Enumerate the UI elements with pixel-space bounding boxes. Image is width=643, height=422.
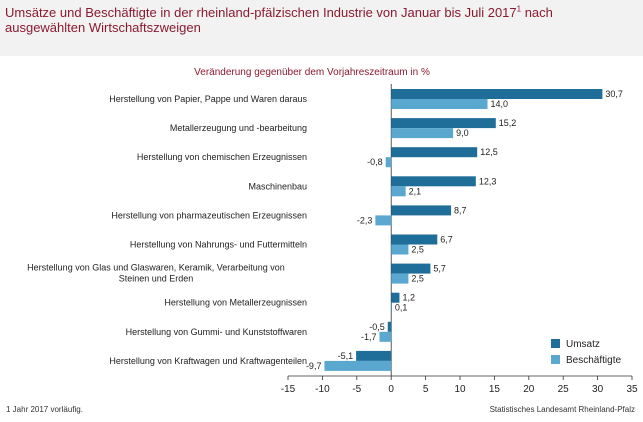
bar-umsatz: [391, 89, 603, 99]
category-label: Herstellung von Nahrungs- und Futtermitt…: [130, 240, 307, 250]
bar-umsatz: [391, 118, 496, 129]
bar-beschaeftigte: [375, 215, 392, 226]
bar-umsatz: [391, 263, 431, 274]
chart-title: Umsätze und Beschäftigte in der rheinlan…: [5, 5, 635, 35]
x-tick-label: -15: [281, 384, 296, 395]
bar-umsatz: [391, 205, 452, 216]
data-label-beschaeftigte: 14,0: [491, 99, 509, 109]
x-tick-label: 10: [454, 384, 466, 395]
data-label-umsatz: 8,7: [454, 205, 467, 215]
title-footnote-marker: 1: [516, 4, 522, 14]
bar-beschaeftigte: [379, 331, 392, 342]
data-label-beschaeftigte: -0,8: [367, 157, 383, 167]
x-tick-label: -10: [315, 384, 330, 395]
footnote: 1 Jahr 2017 vorläufig.: [6, 405, 83, 414]
category-label: Herstellung von Kraftwagen und Kraftwage…: [109, 356, 307, 366]
data-label-beschaeftigte: 2,5: [411, 245, 424, 255]
bar-beschaeftigte: [391, 302, 392, 313]
data-label-beschaeftigte: -1,7: [361, 332, 377, 342]
category-label: Maschinenbau: [248, 181, 307, 191]
bar-beschaeftigte: [391, 244, 409, 255]
bar-umsatz: [391, 176, 476, 187]
category-label: Herstellung von chemischen Erzeugnissen: [137, 152, 307, 162]
bar-beschaeftigte: [391, 128, 454, 139]
data-label-beschaeftigte: 9,0: [456, 128, 469, 138]
data-label-beschaeftigte: 0,1: [395, 303, 408, 313]
x-tick-label: 30: [592, 384, 604, 395]
data-label-umsatz: 5,7: [433, 264, 446, 274]
chart-area: [0, 56, 643, 422]
legend-label-umsatz: Umsatz: [566, 339, 600, 350]
title-main: Umsätze und Beschäftigte in der rheinlan…: [5, 5, 517, 20]
data-label-umsatz: 12,3: [479, 176, 497, 186]
bar-beschaeftigte: [385, 157, 392, 168]
data-label-umsatz: 15,2: [499, 118, 517, 128]
data-label-beschaeftigte: 2,5: [411, 274, 424, 284]
header-background: [0, 0, 643, 56]
chart-subtitle: Veränderung gegenüber dem Vorjahreszeitr…: [194, 67, 430, 78]
bar-umsatz: [356, 350, 392, 361]
x-tick-label: 35: [626, 384, 638, 395]
data-label-umsatz: 1,2: [402, 293, 415, 303]
data-label-umsatz: 6,7: [440, 235, 453, 245]
legend-swatch-umsatz: [551, 339, 560, 348]
data-label-beschaeftigte: -9,7: [306, 361, 322, 371]
data-label-beschaeftigte: -2,3: [357, 215, 373, 225]
bar-umsatz: [391, 147, 478, 158]
x-tick-label: 25: [558, 384, 570, 395]
bar-beschaeftigte: [391, 99, 488, 109]
title-rest: nach ausgewählten Wirtschaftszweigen: [5, 5, 553, 35]
data-label-umsatz: 12,5: [480, 147, 498, 157]
bar-umsatz: [387, 321, 392, 332]
bar-beschaeftigte: [324, 360, 392, 371]
category-label: Herstellung von pharmazeutischen Erzeugn…: [111, 210, 307, 220]
category-label: Herstellung von Papier, Pappe und Waren …: [109, 94, 307, 104]
data-label-umsatz: -5,1: [338, 351, 354, 361]
x-tick-label: -5: [352, 384, 361, 395]
x-tick-label: 15: [489, 384, 501, 395]
legend-label-beschaeftigte: Beschäftigte: [566, 355, 621, 366]
data-label-umsatz: 30,7: [605, 89, 623, 99]
category-label: Steinen und Erden: [119, 274, 194, 284]
category-label: Herstellung von Metallerzeugnissen: [164, 298, 307, 308]
data-label-umsatz: -0,5: [369, 322, 385, 332]
data-label-beschaeftigte: 2,1: [409, 186, 422, 196]
legend-swatch-beschaeftigte: [551, 355, 560, 364]
category-label: Herstellung von Glas und Glaswaren, Kera…: [27, 263, 285, 273]
bar-beschaeftigte: [391, 186, 406, 197]
source-note: Statistisches Landesamt Rheinland-Pfalz: [489, 405, 635, 414]
bar-umsatz: [391, 292, 400, 303]
category-label: Herstellung von Gummi- und Kunststoffwar…: [126, 327, 307, 337]
bar-umsatz: [391, 234, 438, 245]
x-tick-label: 5: [423, 384, 429, 395]
category-label: Metallerzeugung und -bearbeitung: [170, 123, 307, 133]
x-tick-label: 20: [523, 384, 535, 395]
x-tick-label: 0: [388, 384, 394, 395]
bar-beschaeftigte: [391, 273, 409, 284]
